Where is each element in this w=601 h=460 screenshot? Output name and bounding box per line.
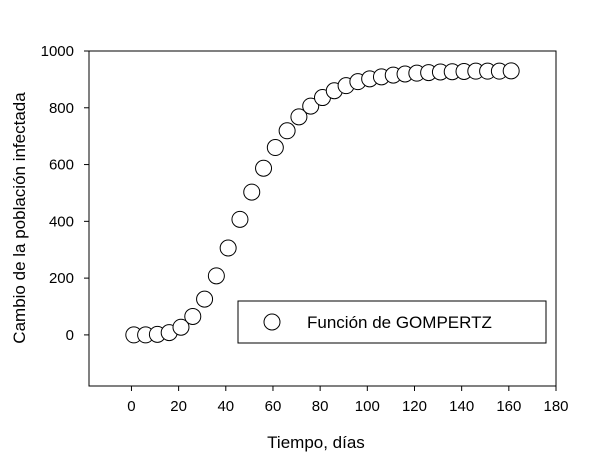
data-point (502, 62, 520, 80)
x-tick-label: 80 (312, 398, 329, 415)
data-point (278, 122, 296, 140)
legend-label: Función de GOMPERTZ (307, 313, 492, 332)
y-tick-label: 600 (49, 157, 74, 174)
y-tick-label: 800 (49, 100, 74, 117)
data-point (302, 97, 320, 115)
x-tick-label: 20 (170, 398, 187, 415)
data-point (255, 159, 273, 177)
y-axis: 0 200 400 600 800 1000 (41, 43, 89, 344)
x-tick-label: 120 (402, 398, 427, 415)
legend-box (237, 300, 547, 344)
data-point (290, 108, 308, 126)
legend: Función de GOMPERTZ (237, 300, 547, 344)
y-tick-label: 400 (49, 213, 74, 230)
x-tick-label: 140 (449, 398, 474, 415)
y-tick-label: 200 (49, 270, 74, 287)
y-tick-label: 0 (66, 327, 74, 344)
x-tick-label: 40 (217, 398, 234, 415)
x-tick-label: 0 (127, 398, 135, 415)
data-point (266, 139, 284, 157)
legend-marker-icon (263, 313, 281, 331)
x-axis: 0 20 40 60 80 100 120 140 160 180 (127, 386, 569, 415)
data-point (219, 239, 237, 257)
y-axis-label: Cambio de la población infectada (10, 92, 29, 344)
x-tick-label: 180 (543, 398, 568, 415)
x-axis-label: Tiempo, días (267, 433, 365, 452)
x-tick-label: 60 (265, 398, 282, 415)
plot-frame (88, 50, 557, 387)
x-tick-label: 160 (496, 398, 521, 415)
x-tick-label: 100 (355, 398, 380, 415)
data-points (125, 62, 520, 344)
y-tick-label: 1000 (41, 43, 74, 60)
data-point (243, 183, 261, 201)
data-point (231, 210, 249, 228)
data-point (172, 318, 190, 336)
data-point (184, 307, 202, 325)
data-point (207, 267, 225, 285)
data-point (196, 290, 214, 308)
